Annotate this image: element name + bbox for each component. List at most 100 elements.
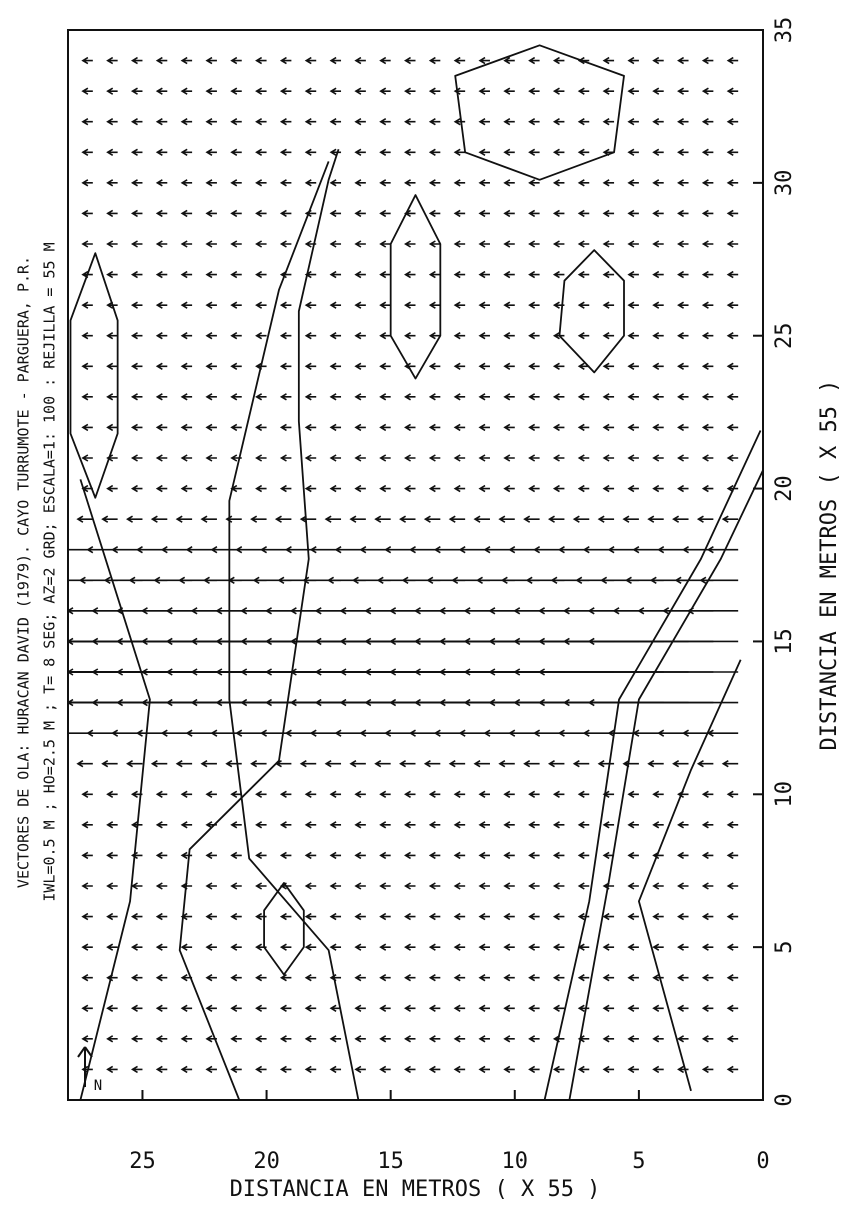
wave-vector [627,1035,639,1043]
wave-vector [180,148,193,156]
wave-vector [696,760,714,768]
wave-vector [130,393,143,401]
wave-vector [627,851,639,860]
wave-vector [329,148,342,156]
wave-vector [279,974,292,982]
wave-vector [652,301,664,309]
wave-vector [255,974,267,982]
wave-vector [503,301,515,309]
x-tick-label: 10 [772,781,797,808]
wave-vector [304,1004,317,1012]
wave-vector [379,362,391,370]
wave-vector [696,515,714,523]
wave-vector [478,209,490,218]
wave-vector [503,821,515,829]
wave-vector [622,515,639,523]
wave-vector [150,515,168,523]
wave-vector [627,393,639,401]
wave-vector [106,943,118,951]
contour-line [558,249,625,374]
wave-vector [428,1004,441,1012]
wave-vector [106,790,118,798]
wave-vector [155,1035,168,1043]
wave-vector [677,943,689,951]
wave-vector [130,118,143,126]
wave-vector [230,240,242,248]
wave-vector [155,1004,168,1012]
wave-vector [677,56,689,65]
wave-vector [130,1035,143,1043]
wave-vector [68,698,118,707]
wave-vector [627,454,639,462]
wave-vector [577,974,590,982]
wave-vector [230,56,242,65]
wave-vector [726,1065,739,1074]
wave-vector [552,270,565,279]
wave-vector [597,515,615,523]
wave-vector [627,87,639,95]
wave-vector [180,332,193,340]
wave-vector [404,912,416,921]
wave-vector [155,851,168,860]
wave-vector [602,821,615,829]
wave-vector [677,454,689,462]
wave-vector [130,362,143,370]
wave-vector [627,1065,639,1074]
wave-vector [101,515,118,523]
wave-vector [180,821,193,829]
wave-vector [428,484,441,493]
wave-vector [130,270,143,279]
wave-vector [279,1004,292,1012]
wave-vector [652,362,664,370]
x-tick-label: 35 [772,17,797,44]
wave-vector [279,332,292,340]
wave-vector [304,393,317,401]
wave-vector [379,454,391,462]
wave-vector [602,1065,615,1074]
y-tick-label: 0 [756,1149,769,1174]
wave-vector [255,56,267,65]
wave-vector [205,118,217,126]
wave-vector [701,301,714,309]
wave-vector [279,301,292,309]
y-axis-label: DISTANCIA EN METROS ( X 55 ) [230,1177,601,1202]
wave-vector [399,515,416,523]
wave-vector [453,393,466,401]
wave-vector [404,821,416,829]
wave-vector [130,148,143,156]
wave-vector [304,851,317,860]
wave-vector [428,362,441,370]
wave-vector [255,882,267,890]
wave-vector [180,882,193,890]
wave-vector [726,912,739,921]
wave-vector [106,851,118,860]
wave-vector [652,209,664,218]
wave-vector [552,1004,565,1012]
wave-vector [523,515,540,523]
wave-vector [76,515,93,523]
wave-vector [404,484,416,493]
wave-vector [428,821,441,829]
wave-vector [528,209,540,218]
wave-vector [279,209,292,218]
wave-vector [652,118,664,126]
wave-vector [503,1004,515,1012]
wave-vector [602,943,615,951]
wave-vector [602,118,615,126]
wave-vector [677,912,689,921]
wave-vector [577,209,590,218]
wave-vector [602,974,615,982]
wave-vector [478,179,490,187]
wave-vector [329,118,342,126]
x-tick-label: 20 [772,475,797,502]
wave-vector [81,423,93,432]
plot-area [68,44,763,1100]
wave-vector [701,1035,714,1043]
wave-vector [130,882,143,890]
wave-vector [552,454,565,462]
wave-vector [677,821,689,829]
wave-vector [627,118,639,126]
wave-vector [255,484,267,493]
wave-vector [279,821,292,829]
wave-vector [577,393,590,401]
